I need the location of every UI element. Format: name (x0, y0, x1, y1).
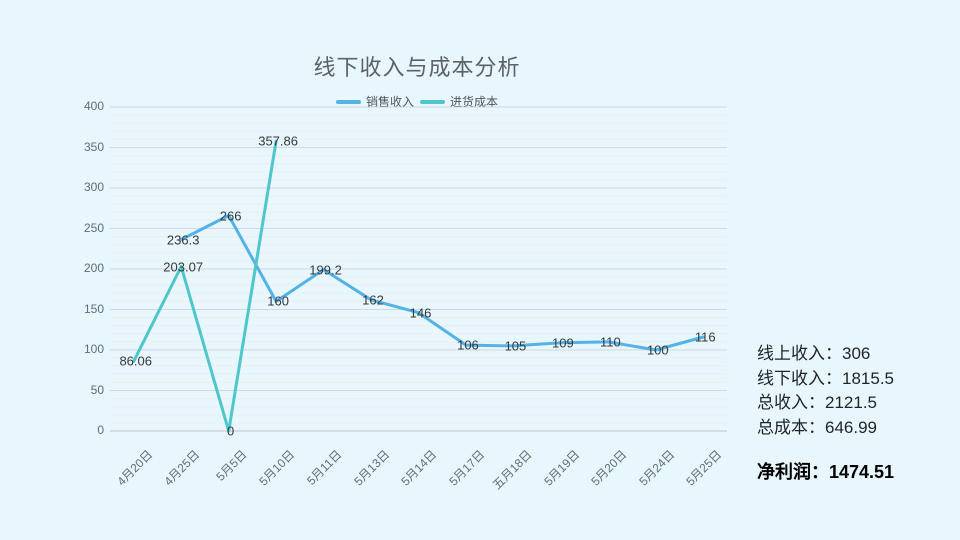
y-axis-tick-label: 400 (83, 99, 104, 113)
data-label: 146 (409, 305, 432, 321)
legend-line-marker (420, 99, 445, 104)
summary-value: 1474.51 (829, 462, 895, 482)
summary-label: 净利润： (757, 462, 829, 482)
data-label: 160 (267, 293, 289, 309)
summary-line: 总收入：2121.5 (757, 391, 894, 416)
data-label: 357.86 (258, 133, 298, 149)
data-label: 105 (504, 338, 527, 354)
legend-label: 销售收入 (365, 95, 414, 109)
summary-value: 2121.5 (825, 393, 877, 412)
summary-value: 306 (842, 344, 871, 363)
legend-item-进货成本[interactable]: 进货成本 (420, 93, 498, 110)
y-axis-tick-label: 300 (83, 180, 104, 194)
summary-line: 净利润：1474.51 (757, 460, 894, 485)
data-label: 86.06 (119, 353, 152, 369)
y-axis-tick-label: 0 (97, 423, 104, 437)
y-axis-tick-label: 350 (83, 139, 104, 154)
legend: 销售收入 进货成本 (0, 93, 834, 110)
summary-panel: 线上收入：306 线下收入：1815.5 总收入：2121.5 总成本：646.99 净… (757, 342, 894, 485)
series-line-进货成本 (132, 139, 278, 433)
y-axis-tick-label: 50 (90, 382, 104, 397)
summary-value: 646.99 (825, 417, 877, 437)
data-label: 266 (219, 208, 242, 224)
data-label: 199.2 (309, 262, 342, 278)
data-label: 106 (457, 337, 479, 353)
data-label: 162 (362, 292, 384, 308)
summary-label: 线上收入： (757, 344, 842, 363)
legend-line-marker (335, 99, 361, 104)
y-axis-tick-label: 150 (83, 301, 104, 316)
summary-line: 线下收入：1815.5 (757, 367, 894, 392)
summary-label: 线下收入： (757, 368, 842, 388)
y-axis-tick-label: 200 (83, 261, 104, 275)
summary-label: 总成本： (757, 417, 825, 437)
data-label: 100 (646, 342, 669, 358)
series-line-销售收入 (179, 214, 705, 352)
summary-value: 1815.5 (842, 368, 894, 388)
y-axis-tick-label: 100 (83, 342, 104, 356)
data-label: 116 (694, 329, 716, 345)
y-axis-tick-label: 250 (83, 220, 104, 235)
data-label: 0 (227, 423, 235, 439)
data-label: 109 (552, 335, 574, 351)
legend-item-销售收入[interactable]: 销售收入 (335, 93, 414, 110)
data-label: 203.07 (163, 259, 204, 274)
legend-label: 进货成本 (450, 95, 499, 109)
summary-line: 总成本：646.99 (757, 416, 894, 441)
data-label: 110 (599, 334, 621, 350)
data-label: 236.3 (166, 232, 200, 248)
chart-title: 线下收入与成本分析 (313, 55, 521, 80)
summary-line: 线上收入：306 (757, 342, 894, 367)
summary-label: 总收入： (757, 393, 825, 412)
